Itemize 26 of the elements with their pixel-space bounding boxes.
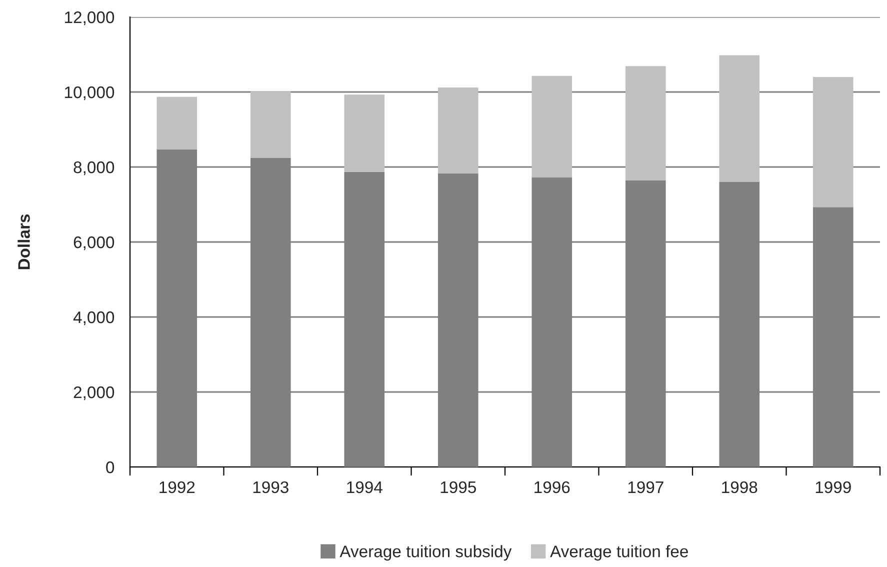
x-tick-label: 1996 <box>534 481 570 494</box>
bar <box>532 76 572 178</box>
legend-label: Average tuition fee <box>550 545 688 561</box>
x-tick-label: 1995 <box>440 481 476 494</box>
x-tick-label: 1997 <box>628 481 664 494</box>
bar <box>625 66 666 180</box>
bar <box>344 94 385 172</box>
y-tick-label: 0 <box>106 461 114 474</box>
x-tick-label: 1998 <box>722 481 758 494</box>
bar <box>250 91 291 158</box>
legend-label: Average tuition subsidy <box>340 545 512 561</box>
x-tick-label: 1992 <box>160 481 195 494</box>
x-tick-label: 1999 <box>816 481 851 494</box>
bar <box>812 77 854 208</box>
y-tick-label: 8,000 <box>74 161 114 176</box>
y-tick-label: 10,000 <box>65 86 114 100</box>
y-axis-title: Dollars <box>18 214 30 270</box>
bar <box>719 55 760 182</box>
x-tick-label: 1994 <box>347 481 382 494</box>
y-tick-label: 4,000 <box>73 311 114 326</box>
bar <box>438 88 478 174</box>
bar <box>156 96 198 150</box>
x-tick-label: 1993 <box>253 481 288 494</box>
y-tick-label: 6,000 <box>74 236 114 250</box>
y-tick-label: 12,000 <box>65 11 114 26</box>
y-tick-label: 2,000 <box>74 386 114 400</box>
